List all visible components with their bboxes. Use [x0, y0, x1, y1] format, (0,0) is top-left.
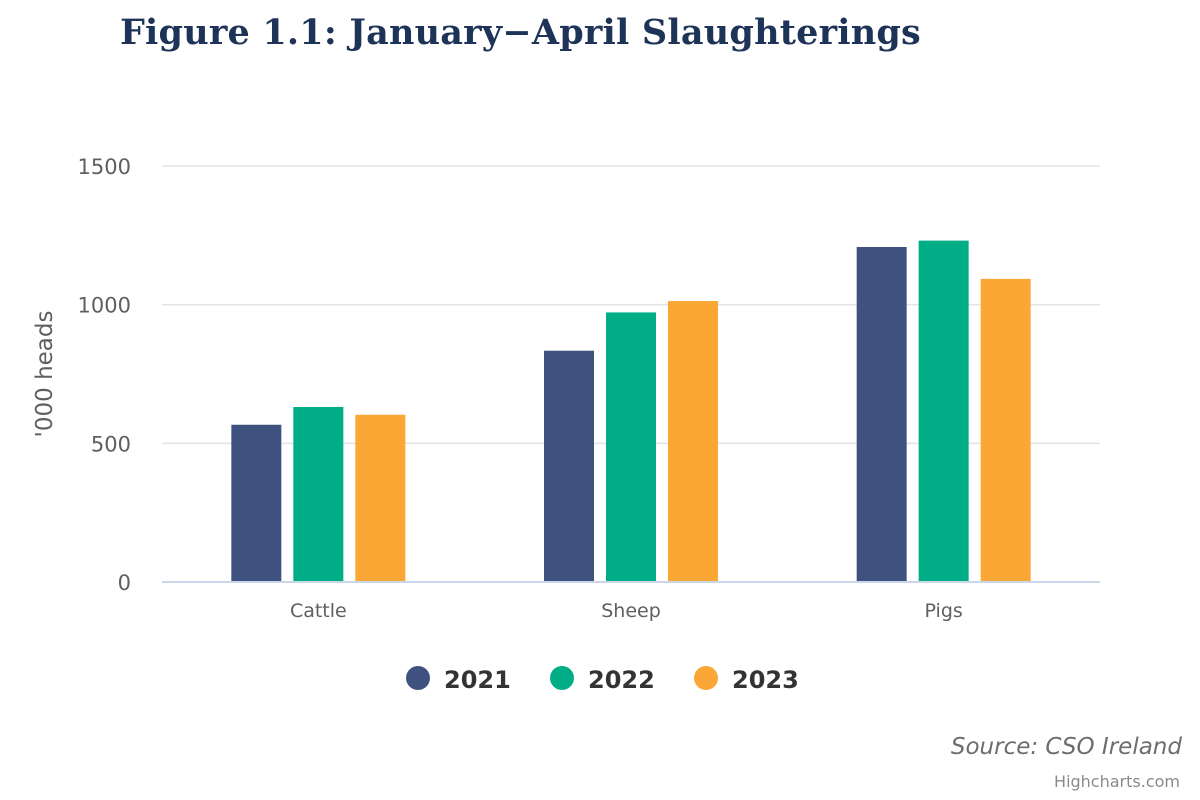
- legend-marker: [406, 666, 430, 690]
- bar-pigs-2023[interactable]: [980, 278, 1031, 582]
- x-tick-label: Sheep: [601, 600, 661, 622]
- y-axis: 0 500 1000 1500 '000 heads: [32, 155, 131, 595]
- bar-sheep-2022[interactable]: [606, 312, 656, 582]
- y-axis-title: '000 heads: [32, 311, 58, 438]
- x-tick-label: Pigs: [925, 600, 963, 622]
- bar-cattle-2022[interactable]: [293, 407, 344, 582]
- legend-marker: [550, 666, 574, 690]
- x-axis: Cattle Sheep Pigs: [162, 581, 1100, 622]
- bar-pigs-2021[interactable]: [856, 246, 907, 583]
- bar-sheep-2023[interactable]: [668, 301, 718, 582]
- legend-label: 2022: [588, 666, 655, 694]
- bar-sheep-2021[interactable]: [544, 350, 594, 582]
- chart-title: Figure 1.1: January−April Slaughterings: [120, 12, 921, 53]
- x-tick-label: Cattle: [290, 600, 347, 622]
- source-note: Source: CSO Ireland: [950, 734, 1182, 760]
- y-tick-label: 1500: [78, 155, 131, 179]
- bar-cattle-2023[interactable]: [355, 414, 406, 582]
- y-tick-label: 500: [91, 432, 131, 456]
- bar-pigs-2022[interactable]: [918, 240, 969, 582]
- legend[interactable]: 2021 2022 2023: [406, 666, 799, 694]
- legend-item-2023[interactable]: 2023: [694, 666, 799, 694]
- credits-link[interactable]: Highcharts.com: [1054, 772, 1180, 791]
- y-tick-label: 1000: [78, 294, 131, 318]
- legend-item-2022[interactable]: 2022: [550, 666, 655, 694]
- y-tick-label: 0: [118, 571, 131, 595]
- legend-label: 2023: [732, 666, 799, 694]
- legend-item-2021[interactable]: 2021: [406, 666, 511, 694]
- legend-marker: [694, 666, 718, 690]
- bar-cattle-2021[interactable]: [231, 424, 282, 582]
- bars: [231, 240, 1031, 583]
- legend-label: 2021: [444, 666, 511, 694]
